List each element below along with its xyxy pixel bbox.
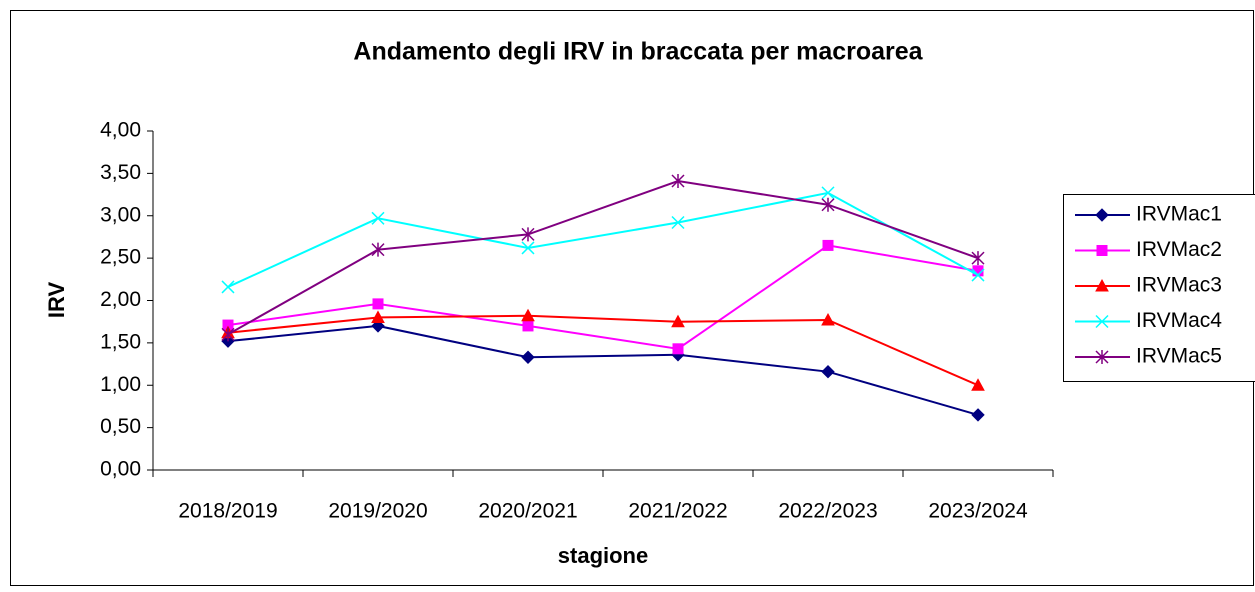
marker	[371, 211, 385, 225]
marker	[521, 308, 535, 322]
x-tick-label: 2023/2024	[928, 500, 1028, 523]
series-line	[227, 244, 979, 350]
marker	[371, 310, 385, 323]
y-tick-label: 1,00	[100, 373, 141, 396]
marker	[672, 343, 684, 355]
marker	[1095, 350, 1109, 364]
y-tick-label: 0,50	[100, 415, 141, 438]
x-tick-label: 2022/2023	[778, 500, 877, 523]
series-line	[227, 191, 979, 288]
x-tick-label: 2019/2020	[328, 500, 427, 523]
marker	[221, 327, 235, 342]
marker	[221, 280, 235, 294]
y-tick-label: 4,00	[100, 119, 141, 142]
marker	[971, 408, 985, 422]
y-tick-label: 1,50	[100, 330, 141, 353]
marker	[821, 186, 835, 200]
chart-title: Andamento degli IRV in braccata per macr…	[353, 38, 923, 66]
x-tick-label: 2018/2019	[178, 500, 277, 523]
marker	[971, 251, 985, 266]
legend-label: IRVMac4	[1136, 309, 1222, 332]
marker	[1096, 245, 1108, 256]
legend-label: IRVMac5	[1136, 345, 1222, 368]
marker	[971, 378, 985, 391]
y-tick-label: 0,00	[100, 458, 141, 481]
marker	[1095, 208, 1109, 222]
marker	[671, 314, 685, 328]
series-line	[227, 314, 979, 387]
legend-label: IRVMac1	[1136, 203, 1222, 226]
marker	[671, 174, 685, 189]
marker	[521, 227, 535, 242]
y-tick-label: 3,50	[100, 161, 141, 184]
marker	[372, 298, 384, 310]
x-axis-title: stagione	[558, 543, 648, 568]
legend-label: IRVMac2	[1136, 238, 1222, 261]
series-line	[227, 179, 979, 336]
marker	[821, 197, 835, 212]
marker	[521, 350, 535, 364]
marker	[971, 268, 985, 282]
legend	[1063, 194, 1255, 382]
x-tick-label: 2020/2021	[478, 500, 577, 523]
marker	[671, 215, 685, 230]
series-line	[227, 324, 979, 416]
chart-border	[10, 10, 1254, 586]
marker	[522, 320, 534, 332]
marker	[521, 241, 535, 255]
marker	[822, 239, 834, 251]
y-tick-label: 3,00	[100, 203, 141, 226]
marker	[1095, 278, 1109, 292]
marker	[821, 312, 835, 326]
legend-label: IRVMac3	[1136, 274, 1222, 297]
y-axis-title: IRV	[44, 282, 69, 319]
marker	[821, 364, 835, 379]
y-tick-label: 2,00	[100, 288, 141, 311]
marker	[1095, 314, 1109, 329]
marker	[371, 242, 385, 257]
y-tick-label: 2,50	[100, 246, 141, 269]
x-tick-label: 2021/2022	[628, 500, 727, 523]
